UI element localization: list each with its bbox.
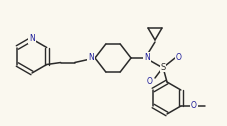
Text: S: S <box>160 62 165 71</box>
Text: O: O <box>146 76 152 86</box>
Text: N: N <box>143 53 149 61</box>
Text: O: O <box>175 53 181 61</box>
Text: O: O <box>190 102 196 111</box>
Text: N: N <box>29 34 35 43</box>
Text: N: N <box>88 54 94 62</box>
